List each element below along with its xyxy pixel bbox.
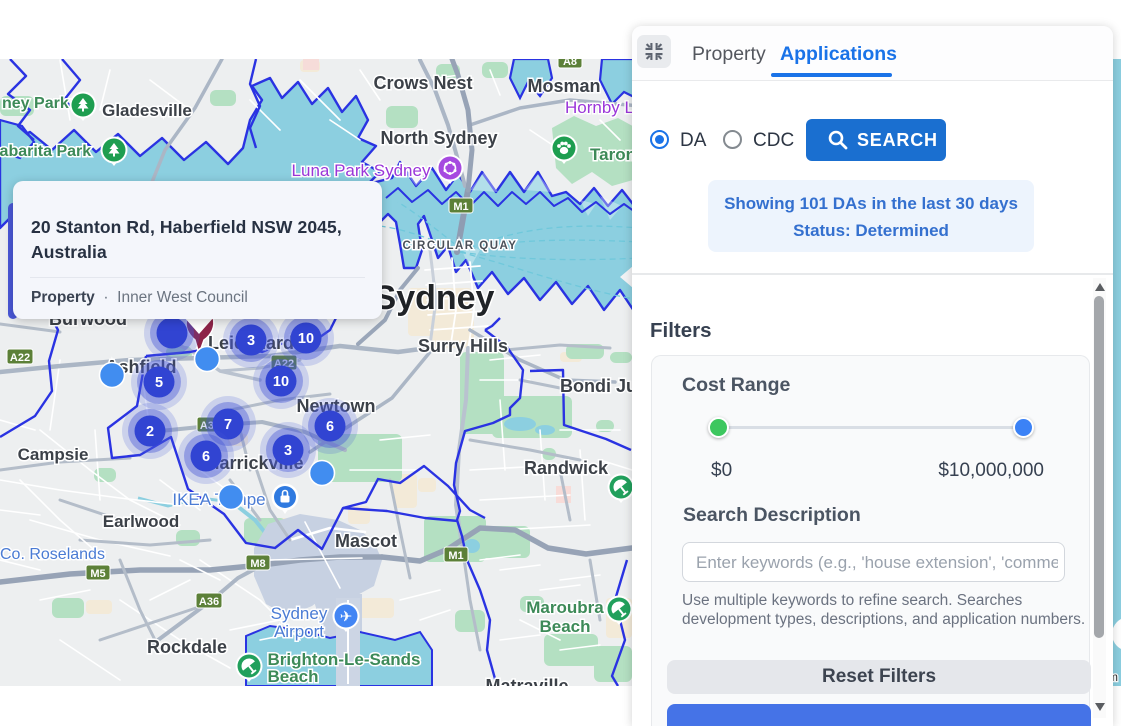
svg-text:7: 7 [224, 417, 232, 433]
svg-text:Surry Hills: Surry Hills [418, 336, 508, 356]
svg-text:CIRCULAR QUAY: CIRCULAR QUAY [403, 240, 518, 252]
svg-text:Newtown: Newtown [297, 396, 376, 416]
svg-text:Beach: Beach [267, 667, 318, 686]
svg-text:Earlwood: Earlwood [103, 512, 180, 531]
svg-text:3: 3 [247, 333, 255, 349]
svg-text:Maroubra: Maroubra [526, 598, 604, 617]
svg-text:Campsie: Campsie [18, 445, 89, 464]
svg-text:5: 5 [155, 375, 163, 391]
svg-text:3: 3 [284, 443, 292, 459]
svg-text:A22: A22 [10, 352, 30, 364]
svg-text:Brighton-Le-Sands: Brighton-Le-Sands [268, 650, 421, 669]
svg-text:Mascot: Mascot [335, 531, 397, 551]
svg-text:M8: M8 [250, 558, 265, 570]
svg-text:Airport: Airport [274, 622, 324, 641]
svg-text:ney Park: ney Park [2, 95, 69, 112]
svg-text:Rockdale: Rockdale [147, 637, 227, 657]
svg-text:10: 10 [273, 374, 289, 390]
svg-text:10: 10 [298, 331, 314, 347]
svg-text:M1: M1 [448, 550, 463, 562]
svg-text:6: 6 [202, 449, 210, 465]
svg-text:Crows Nest: Crows Nest [373, 73, 472, 93]
svg-text:2: 2 [146, 424, 154, 440]
svg-text:Randwick: Randwick [524, 458, 609, 478]
svg-text:Mosman: Mosman [527, 76, 600, 96]
svg-text:Gladesville: Gladesville [102, 101, 192, 120]
svg-text:Sydney: Sydney [374, 279, 495, 317]
svg-text:Co. Roselands: Co. Roselands [0, 546, 105, 563]
svg-text:A8: A8 [563, 59, 577, 68]
svg-text:6: 6 [326, 419, 334, 435]
svg-text:✈: ✈ [340, 609, 353, 626]
svg-text:North Sydney: North Sydney [380, 128, 497, 148]
svg-text:Cabarita Park: Cabarita Park [0, 143, 91, 160]
svg-text:Beach: Beach [539, 617, 590, 636]
svg-text:M1: M1 [453, 201, 468, 213]
svg-text:Matraville: Matraville [485, 676, 568, 686]
svg-text:Sydney: Sydney [271, 604, 328, 623]
svg-text:A36: A36 [199, 596, 219, 608]
svg-text:Bondi Jun: Bondi Jun [560, 376, 648, 396]
svg-text:M5: M5 [90, 568, 105, 580]
svg-text:Luna Park Sydney: Luna Park Sydney [292, 161, 431, 180]
